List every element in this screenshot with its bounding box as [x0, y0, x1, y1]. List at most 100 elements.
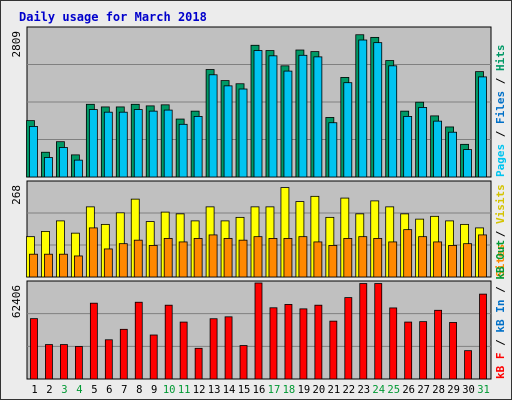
bar-sites [358, 236, 368, 278]
bar-sites [328, 245, 338, 278]
bar-kb-f [404, 321, 413, 380]
x-tick-label: 11 [178, 384, 191, 396]
bar-files [268, 55, 278, 178]
bar-kb-f [329, 320, 338, 380]
bar-files [313, 56, 323, 178]
panel-middle-legend-item: / [494, 224, 507, 244]
x-tick-label: 26 [402, 384, 415, 396]
bar-kb-f [45, 344, 53, 380]
bar-kb-f [269, 307, 278, 380]
x-tick-label: 2 [46, 384, 52, 396]
panel-bottom-max-label: 62406 [10, 285, 23, 318]
x-tick-label: 25 [387, 384, 400, 396]
x-tick-label: 17 [268, 384, 281, 396]
bar-files [328, 122, 338, 178]
bar-kb-f [344, 297, 353, 380]
bar-kb-f [209, 318, 218, 380]
x-tick-label: 9 [151, 384, 157, 396]
bar-kb-f [449, 322, 457, 380]
bar-sites [44, 253, 53, 278]
bar-sites [418, 236, 428, 278]
panel-middle-legend: Sites / Visits [494, 184, 507, 277]
bar-sites [373, 238, 383, 278]
bar-sites [208, 234, 218, 278]
x-tick-label: 5 [91, 384, 97, 396]
bar-files [118, 111, 128, 178]
bar-sites [388, 241, 398, 278]
bar-files [73, 159, 83, 178]
bar-files [59, 147, 68, 178]
bar-files [403, 116, 413, 178]
bar-kb-f [104, 339, 113, 380]
bar-files [88, 109, 98, 178]
panel-top-legend-item: / [494, 71, 507, 91]
chart-title: Daily usage for March 2018 [19, 10, 207, 24]
bar-sites [343, 238, 353, 278]
bar-files [163, 109, 173, 178]
bar-sites [433, 241, 443, 278]
bar-files [178, 123, 188, 178]
panel-bottom-legend: kB F / kB In / kB Out [494, 240, 507, 379]
bar-kb-f [299, 308, 308, 380]
x-tick-label: 18 [283, 384, 296, 396]
x-tick-label: 8 [136, 384, 142, 396]
x-tick-label: 19 [298, 384, 311, 396]
bar-kb-f [359, 283, 368, 380]
x-tick-label: 4 [76, 384, 82, 396]
panel-top-legend: Pages / Files / Hits [494, 45, 507, 178]
panel-bottom-legend-item: kB In [494, 300, 507, 333]
x-tick-label: 1 [31, 384, 37, 396]
x-tick-label: 10 [163, 384, 176, 396]
bar-kb-f [30, 318, 38, 380]
bar-kb-f [179, 321, 188, 380]
bar-files [103, 111, 113, 178]
panel-top-legend-item: Pages [494, 144, 507, 177]
bar-files [298, 54, 308, 178]
bar-sites [118, 243, 128, 278]
x-tick-label: 16 [253, 384, 266, 396]
x-tick-label: 28 [432, 384, 445, 396]
bar-kb-f [89, 302, 98, 380]
bar-kb-f [464, 350, 472, 380]
bar-sites [298, 236, 308, 278]
bar-sites [478, 234, 487, 278]
bar-kb-f [134, 301, 143, 380]
x-tick-label: 23 [357, 384, 370, 396]
bar-kb-f [74, 346, 83, 380]
panel-top-legend-item: Hits [494, 45, 507, 72]
panel-bottom-legend-item: / [494, 333, 507, 353]
x-tick-label: 22 [342, 384, 355, 396]
bar-files [208, 74, 218, 178]
bar-files [448, 131, 457, 178]
bar-sites [88, 227, 98, 278]
bar-files [358, 39, 368, 178]
bar-files [193, 116, 203, 178]
bar-sites [193, 238, 203, 278]
x-tick-label: 27 [417, 384, 430, 396]
x-tick-label: 13 [208, 384, 221, 396]
x-tick-label: 7 [121, 384, 127, 396]
x-tick-label: 29 [447, 384, 460, 396]
panel-top-legend-item: Files [494, 91, 507, 124]
bar-kb-f [149, 334, 158, 380]
bar-files [253, 50, 263, 178]
bar-files [283, 70, 293, 178]
x-tick-label: 21 [328, 384, 341, 396]
bar-kb-f [224, 316, 233, 380]
bar-files [343, 82, 353, 178]
bar-kb-f [164, 304, 173, 380]
bar-files [223, 85, 233, 178]
panel-bottom-legend-item: / [494, 280, 507, 300]
bar-kb-f [60, 344, 68, 380]
bar-files [133, 109, 143, 178]
bar-files [418, 107, 428, 178]
bar-kb-f [119, 328, 128, 380]
bar-files [388, 65, 398, 178]
bar-files [29, 126, 38, 178]
bar-sites [448, 245, 457, 278]
bar-kb-f [284, 304, 293, 380]
bar-kb-f [314, 304, 323, 380]
bar-files [463, 149, 472, 178]
